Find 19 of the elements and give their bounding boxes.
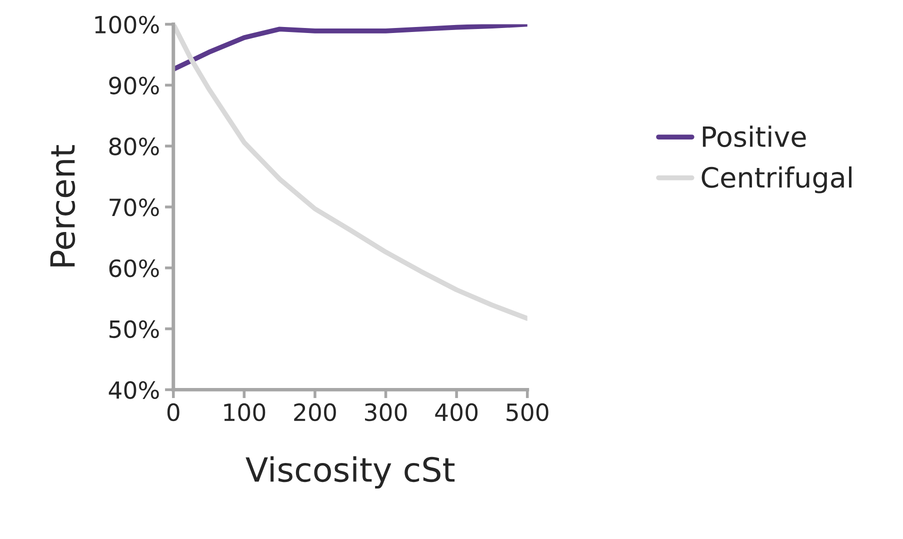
x-tick-label: 300	[365, 403, 407, 422]
y-tick-label: 60%	[109, 259, 159, 278]
y-tick-label: 90%	[109, 76, 159, 94]
y-tick-label: 80%	[109, 138, 159, 156]
line-series	[173, 24, 528, 72]
x-tick-label: 0	[167, 403, 180, 422]
y-tick-label: 50%	[110, 320, 159, 338]
y-tick-label: 40%	[108, 381, 159, 400]
y-axis-title: Percent	[50, 145, 76, 266]
x-tick-label: 200	[294, 403, 336, 422]
x-tick-label: 100	[224, 403, 266, 422]
x-axis-title: Viscosity cSt	[246, 456, 455, 489]
line-series	[173, 24, 528, 321]
legend-label: Positive	[702, 126, 806, 148]
x-tick-label: 500	[506, 403, 548, 422]
y-tick-label: 70%	[110, 198, 159, 216]
legend-label: Centrifugal	[702, 166, 852, 194]
y-tick-label: 100%	[95, 16, 159, 34]
x-tick-label: 400	[435, 403, 478, 422]
